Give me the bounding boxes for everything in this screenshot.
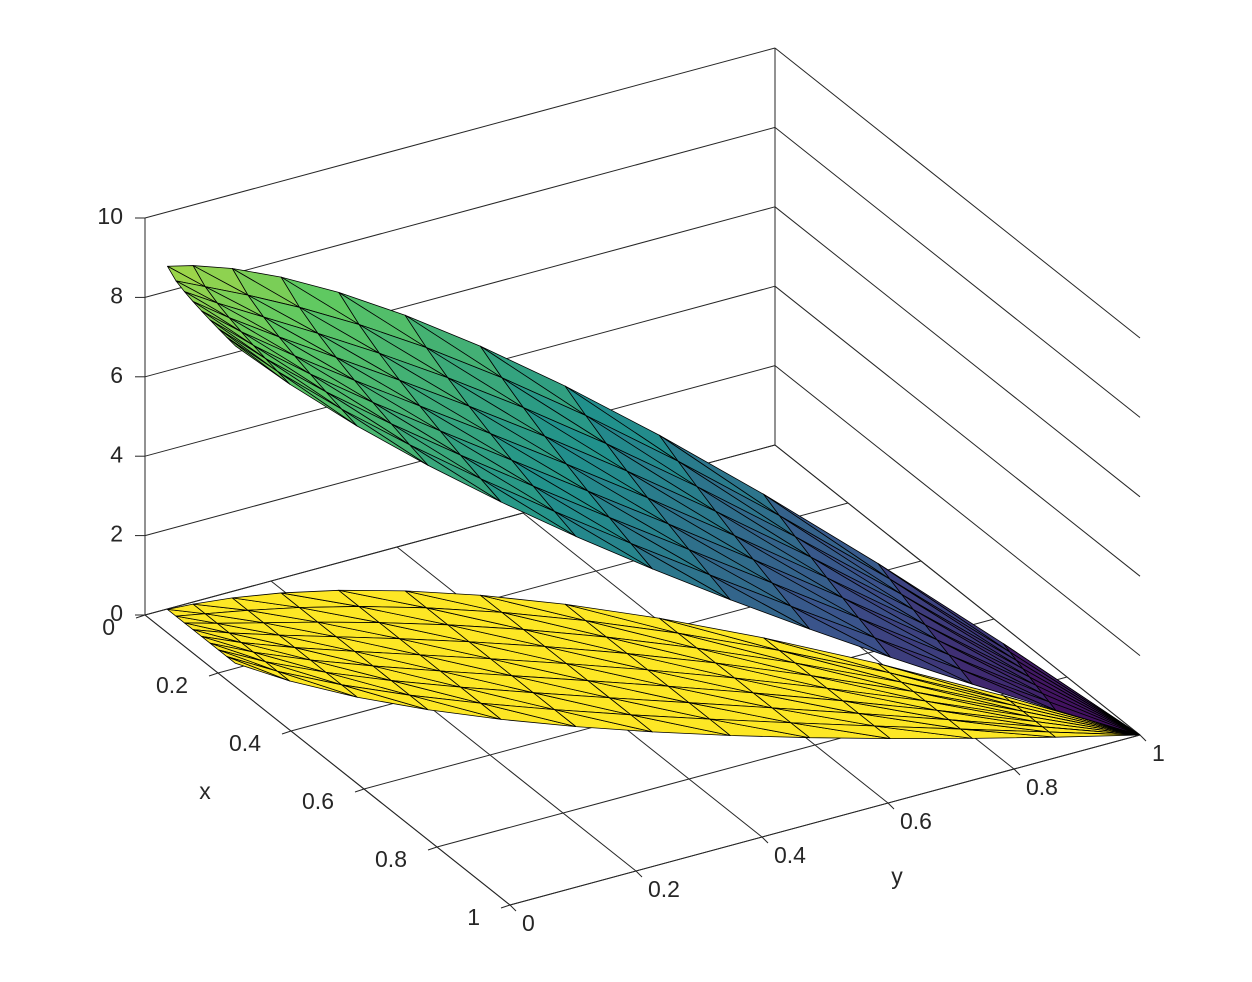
axis-line (144, 614, 511, 906)
z-tick-label: 6 (110, 362, 123, 388)
grid-line (144, 47, 776, 219)
x-tick (281, 730, 292, 735)
grid-line (774, 365, 1141, 656)
axis-line (509, 734, 1141, 906)
y-tick (635, 870, 643, 878)
x-tick (135, 614, 146, 619)
y-tick (1139, 734, 1147, 742)
x-tick-label: 0.8 (375, 846, 407, 872)
x-tick (354, 788, 365, 793)
z-tick-label: 10 (97, 203, 123, 229)
grid-line (774, 47, 1141, 339)
surface-mesh (409, 444, 502, 503)
z-tick-label: 0 (110, 600, 123, 626)
surface-mesh (709, 574, 811, 630)
x-tick-label: 0.4 (229, 730, 261, 756)
y-tick (761, 836, 769, 844)
y-tick-label: 0.4 (774, 842, 806, 868)
y-tick (509, 904, 517, 912)
x-tick (208, 672, 219, 677)
y-tick-label: 0.2 (648, 876, 680, 902)
x-tick-label: 0 (102, 614, 115, 640)
surface-mesh (480, 478, 577, 537)
grid-line (774, 285, 1141, 577)
surfaces (167, 265, 1141, 740)
grid-line (774, 206, 1141, 498)
grid-line (774, 444, 1141, 736)
x-tick-label: 0.2 (156, 672, 188, 698)
x-tick-label: 0.6 (302, 788, 334, 814)
z-tick-label: 2 (110, 521, 123, 547)
y-axis-label: y (891, 863, 903, 889)
z-tick-label: 8 (110, 282, 123, 308)
x-tick (500, 904, 511, 909)
y-tick-label: 0.6 (900, 808, 932, 834)
x-axis-label: x (199, 778, 211, 804)
grid-line (774, 127, 1141, 418)
y-tick-label: 0.8 (1026, 774, 1058, 800)
x-tick-label: 1 (467, 904, 480, 930)
surface-mesh (277, 371, 358, 427)
surface-mesh (630, 543, 731, 601)
y-tick-label: 0 (522, 910, 535, 936)
surface-mesh (341, 408, 429, 466)
surface-mesh (554, 511, 653, 570)
y-tick (1013, 768, 1021, 776)
z-tick-label: 4 (110, 441, 123, 467)
grid-line (144, 126, 776, 298)
y-tick-label: 1 (1152, 740, 1165, 766)
x-tick (427, 846, 438, 851)
y-tick (887, 802, 895, 810)
